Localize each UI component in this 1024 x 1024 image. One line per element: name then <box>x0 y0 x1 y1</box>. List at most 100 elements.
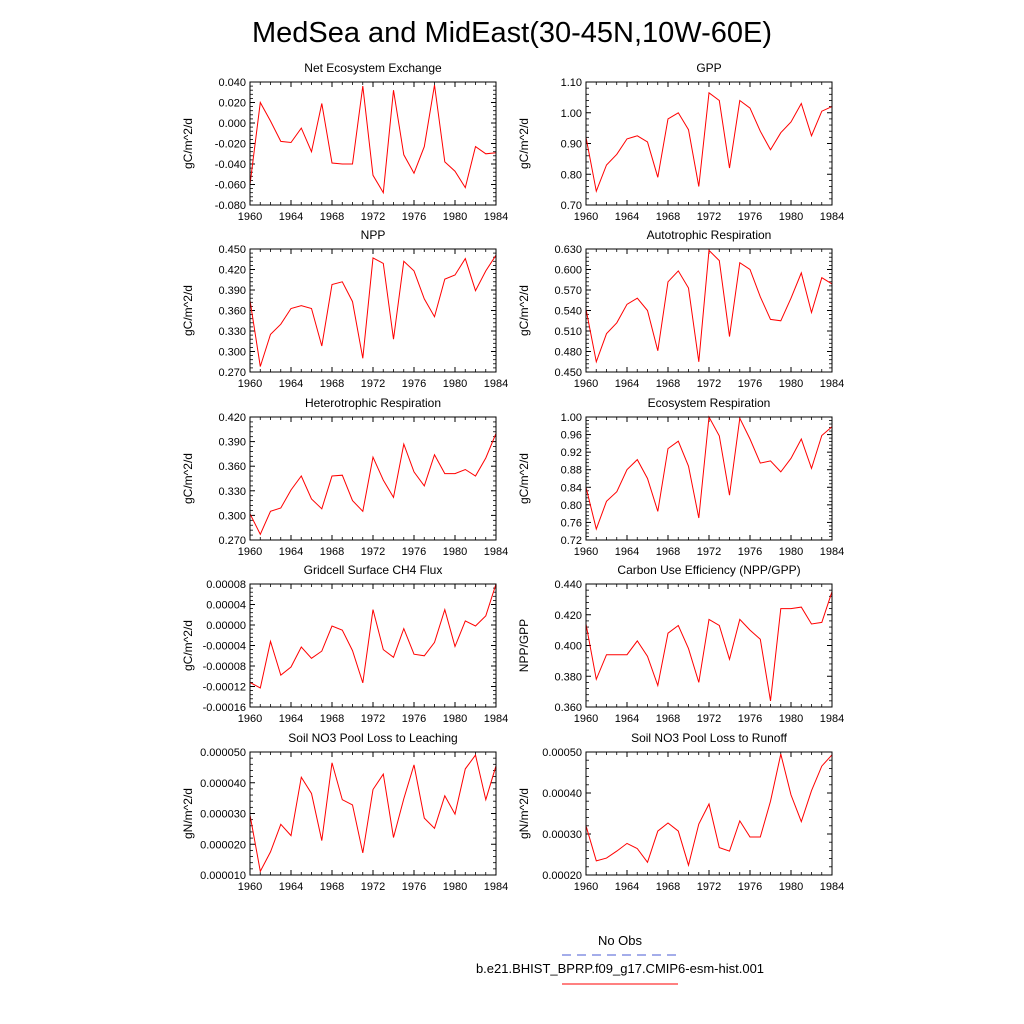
data-point <box>616 322 617 323</box>
data-point <box>698 682 699 683</box>
data-point <box>708 92 709 93</box>
data-point <box>475 475 476 476</box>
x-tick-label: 1984 <box>484 211 508 223</box>
y-tick-label: 1.00 <box>561 412 582 424</box>
data-point <box>413 764 414 765</box>
y-tick-label: 0.420 <box>554 610 582 622</box>
data-point <box>321 840 322 841</box>
x-tick-label: 1972 <box>697 211 721 223</box>
data-point <box>403 261 404 262</box>
x-tick-label: 1960 <box>238 881 262 893</box>
data-point <box>637 848 638 849</box>
x-tick-label: 1964 <box>615 713 639 725</box>
x-tick-label: 1972 <box>697 713 721 725</box>
data-point <box>811 623 812 624</box>
data-point <box>321 508 322 509</box>
data-point <box>606 654 607 655</box>
plot-frame <box>585 416 833 541</box>
data-point <box>811 468 812 469</box>
x-tick-label: 1984 <box>820 713 844 725</box>
y-tick-label: 0.00000 <box>206 620 246 632</box>
x-tick-label: 1972 <box>697 546 721 558</box>
x-tick-label: 1968 <box>320 378 344 390</box>
x-tick-label: 1964 <box>615 378 639 390</box>
data-point <box>637 459 638 460</box>
x-tick-label: 1984 <box>820 881 844 893</box>
y-tick-label: 0.80 <box>561 500 582 512</box>
data-point <box>688 466 689 467</box>
series-line <box>249 433 497 536</box>
panel-title: Carbon Use Efficiency (NPP/GPP) <box>617 563 800 577</box>
data-point <box>352 650 353 651</box>
y-tick-label: 0.390 <box>218 285 246 297</box>
data-point <box>362 682 363 683</box>
x-tick-label: 1976 <box>738 881 762 893</box>
data-point <box>475 146 476 147</box>
x-tick-label: 1984 <box>484 378 508 390</box>
data-point <box>290 308 291 309</box>
data-point <box>342 475 343 476</box>
data-point <box>321 103 322 104</box>
data-point <box>760 463 761 464</box>
data-point <box>393 339 394 340</box>
panel-title: NPP <box>361 228 386 242</box>
y-axis-label: gC/m^2/d <box>517 285 531 336</box>
data-point <box>465 469 466 470</box>
panel-soil-no3-pool-loss-to-leaching: Soil NO3 Pool Loss to Leaching gN/m^2/d 0.… <box>181 731 508 893</box>
data-point <box>821 277 822 278</box>
data-point <box>454 646 455 647</box>
x-tick-label: 1972 <box>697 378 721 390</box>
y-tick-label: 0.000040 <box>200 778 246 790</box>
data-point <box>626 469 627 470</box>
y-tick-label: 0.84 <box>561 482 582 494</box>
data-point <box>444 161 445 162</box>
y-tick-label: 0.00008 <box>206 579 246 591</box>
x-tick-label: 1964 <box>279 546 303 558</box>
data-point <box>424 655 425 656</box>
data-point <box>260 687 261 688</box>
x-tick-label: 1960 <box>574 211 598 223</box>
data-point <box>485 153 486 154</box>
data-point <box>749 630 750 631</box>
y-tick-label: 0.630 <box>554 244 582 256</box>
data-point <box>485 799 486 800</box>
data-point <box>311 308 312 309</box>
x-tick-label: 1972 <box>361 211 385 223</box>
x-tick-label: 1964 <box>615 881 639 893</box>
data-point <box>667 633 668 634</box>
data-point <box>616 654 617 655</box>
y-tick-label: 0.000030 <box>200 809 246 821</box>
figure-title: MedSea and MidEast(30-45N,10W-60E) <box>252 17 772 49</box>
data-point <box>616 851 617 852</box>
data-point <box>647 656 648 657</box>
x-tick-label: 1960 <box>574 546 598 558</box>
y-tick-label: 0.270 <box>218 367 246 379</box>
data-point <box>821 622 822 623</box>
x-tick-label: 1964 <box>279 211 303 223</box>
data-point <box>270 851 271 852</box>
y-tick-label: 1.00 <box>561 108 582 120</box>
data-point <box>444 609 445 610</box>
data-point <box>465 187 466 188</box>
panel-soil-no3-pool-loss-to-runoff: Soil NO3 Pool Loss to Runoff gN/m^2/d 0.00… <box>517 731 844 893</box>
x-tick-label: 1976 <box>738 546 762 558</box>
series-line <box>249 85 497 195</box>
x-tick-label: 1972 <box>361 881 385 893</box>
data-point <box>403 798 404 799</box>
data-point <box>434 454 435 455</box>
data-point <box>678 625 679 626</box>
data-point <box>760 131 761 132</box>
y-tick-label: 0.360 <box>554 702 582 714</box>
x-tick-label: 1968 <box>320 881 344 893</box>
data-point <box>280 324 281 325</box>
panel-title: Soil NO3 Pool Loss to Leaching <box>288 731 457 745</box>
data-point <box>760 639 761 640</box>
y-tick-label: 0.00004 <box>206 600 246 612</box>
data-point <box>719 847 720 848</box>
series-line <box>585 591 833 701</box>
y-tick-label: 0.540 <box>554 306 582 318</box>
x-tick-label: 1960 <box>574 378 598 390</box>
data-point <box>719 625 720 626</box>
x-tick-label: 1960 <box>238 378 262 390</box>
y-tick-label: 0.00040 <box>542 788 582 800</box>
